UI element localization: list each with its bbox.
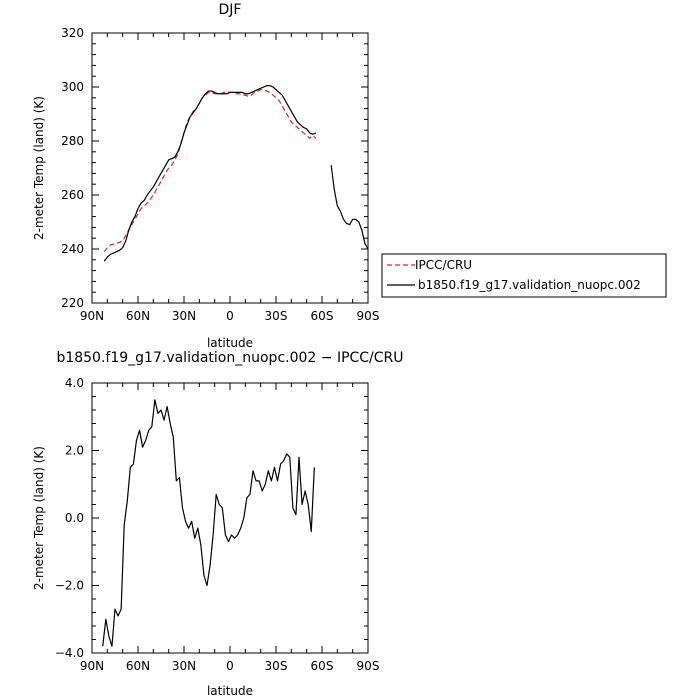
y-tick-label: 220 [61, 296, 84, 310]
y-tick-label: 2.0 [65, 444, 84, 458]
top-x-tick-labels: 90N 60N 30N 0 30S 60S 90S [80, 309, 380, 323]
x-tick-label: 90S [357, 659, 380, 673]
x-tick-label: 30S [265, 309, 288, 323]
bottom-y-tick-labels: −4.0 −2.0 0.0 2.0 4.0 [55, 376, 84, 660]
y-tick-label: 4.0 [65, 376, 84, 390]
bottom-series-group [102, 399, 315, 647]
top-series-group [103, 85, 369, 262]
top-series-line-1 [103, 85, 369, 262]
y-tick-label: 0.0 [65, 511, 84, 525]
y-tick-label: 300 [61, 80, 84, 94]
bottom-axis-ticks [91, 382, 369, 654]
top-y-axis-title: 2-meter Temp (land) (K) [32, 96, 46, 240]
bottom-plot-frame [91, 382, 369, 654]
y-tick-label: −4.0 [55, 646, 84, 660]
y-tick-label: −2.0 [55, 579, 84, 593]
x-tick-label: 30N [172, 659, 196, 673]
y-tick-label: 280 [61, 134, 84, 148]
x-tick-label: 90S [357, 309, 380, 323]
top-x-axis-title: latitude [207, 336, 253, 350]
top-y-tick-labels: 220 240 260 280 300 320 [61, 26, 84, 310]
bottom-x-tick-labels: 90N 60N 30N 0 30S 60S 90S [80, 659, 380, 673]
bottom-y-axis-title: 2-meter Temp (land) (K) [32, 446, 46, 590]
x-tick-label: 0 [226, 309, 234, 323]
x-tick-label: 0 [226, 659, 234, 673]
x-tick-label: 30S [265, 659, 288, 673]
top-axis-ticks [91, 32, 369, 304]
legend: IPCC/CRU b1850.f19_g17.validation_nuopc.… [381, 253, 667, 298]
top-plot-frame [91, 32, 369, 304]
bottom-x-axis-title: latitude [207, 684, 253, 698]
bottom-panel: b1850.f19_g17.validation_nuopc.002 − IPC… [32, 350, 404, 698]
top-chart-title: DJF [219, 2, 242, 18]
x-tick-label: 60N [126, 309, 150, 323]
x-tick-label: 90N [80, 309, 104, 323]
y-tick-label: 320 [61, 26, 84, 40]
y-tick-label: 260 [61, 188, 84, 202]
y-tick-label: 240 [61, 242, 84, 256]
legend-label-ipcc-cru: IPCC/CRU [415, 258, 472, 272]
x-tick-label: 60S [311, 659, 334, 673]
legend-box [381, 253, 667, 298]
legend-label-model: b1850.f19_g17.validation_nuopc.002 [418, 278, 641, 292]
x-tick-label: 30N [172, 309, 196, 323]
top-panel: DJF 90N 60N 30N 0 30S 60S 90S 220 240 260 280 300 3… [32, 2, 379, 350]
x-tick-label: 60S [311, 309, 334, 323]
x-tick-label: 90N [80, 659, 104, 673]
top-series-line-0 [103, 89, 317, 253]
x-tick-label: 60N [126, 659, 150, 673]
bot-series-line-0 [102, 399, 315, 647]
bottom-chart-title: b1850.f19_g17.validation_nuopc.002 − IPC… [56, 350, 403, 366]
